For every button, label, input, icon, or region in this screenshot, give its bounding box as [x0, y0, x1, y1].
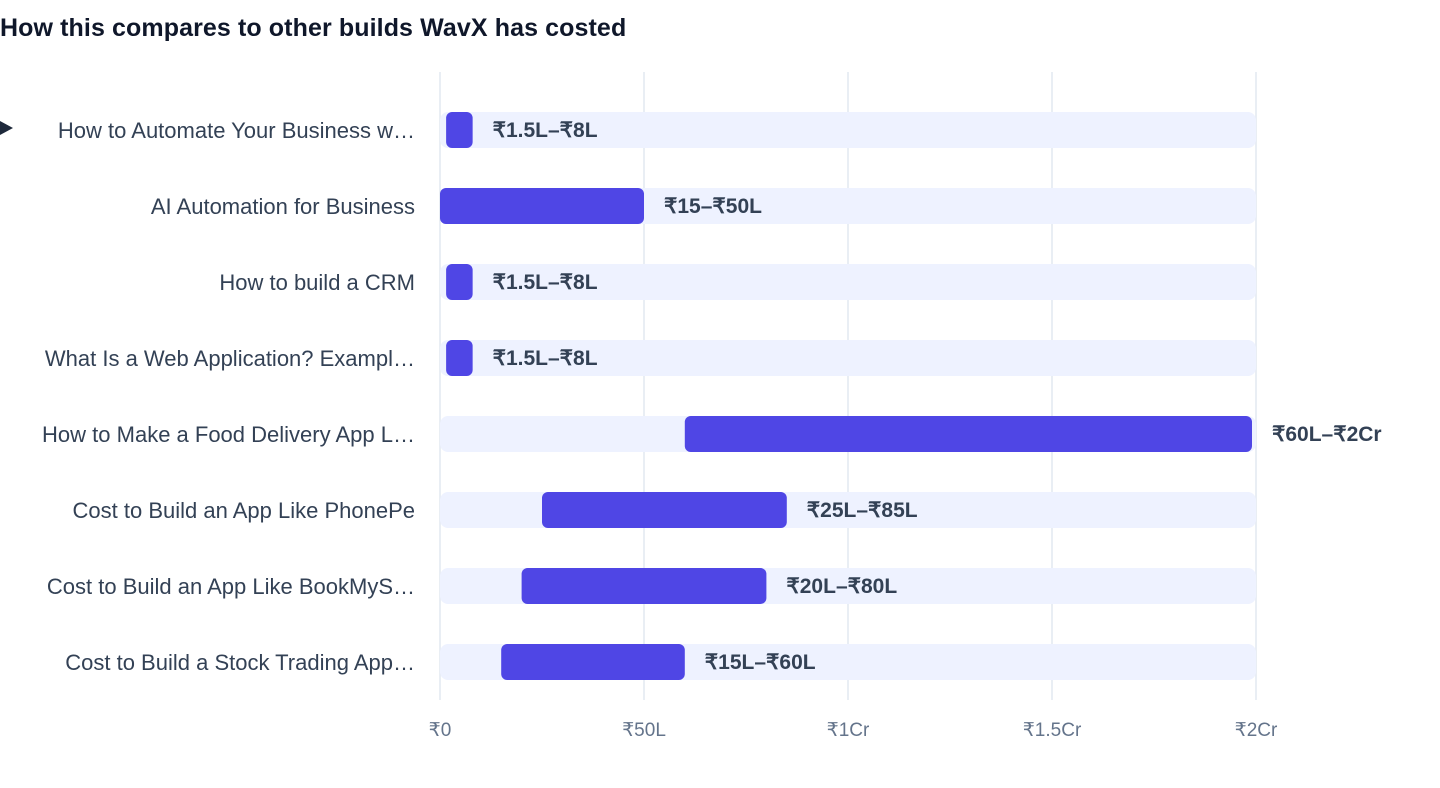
range-bar[interactable] — [684, 416, 1252, 452]
category-label: How to build a CRM — [219, 270, 415, 295]
category-label: Cost to Build a Stock Trading App… — [65, 650, 415, 675]
range-bar[interactable] — [440, 188, 644, 224]
range-track — [440, 264, 1256, 300]
range-bar[interactable] — [501, 644, 685, 680]
current-marker-icon — [0, 121, 13, 135]
range-label: ₹1.5L–₹8L — [493, 119, 598, 142]
range-label: ₹20L–₹80L — [786, 575, 897, 598]
x-tick-label: ₹1Cr — [827, 720, 870, 741]
chart-title: How this compares to other builds WavX h… — [0, 14, 627, 42]
category-label: What Is a Web Application? Exampl… — [45, 346, 415, 371]
range-label: ₹15–₹50L — [664, 195, 762, 218]
category-label: Cost to Build an App Like BookMyS… — [47, 574, 415, 599]
category-label: AI Automation for Business — [151, 194, 415, 219]
range-track — [440, 340, 1256, 376]
x-tick-label: ₹0 — [429, 720, 452, 741]
range-track — [440, 112, 1256, 148]
range-label: ₹60L–₹2Cr — [1272, 423, 1382, 446]
x-tick-label: ₹50L — [622, 720, 666, 741]
range-label: ₹15L–₹60L — [705, 651, 816, 674]
range-bar[interactable] — [542, 492, 787, 528]
category-label: Cost to Build an App Like PhonePe — [73, 498, 415, 523]
range-label: ₹25L–₹85L — [807, 499, 918, 522]
range-bar[interactable] — [446, 264, 473, 300]
range-bar[interactable] — [446, 340, 473, 376]
range-label: ₹1.5L–₹8L — [493, 347, 598, 370]
range-label: ₹1.5L–₹8L — [493, 271, 598, 294]
category-label: How to Automate Your Business w… — [58, 118, 415, 143]
x-tick-label: ₹2Cr — [1235, 720, 1278, 741]
range-bar[interactable] — [521, 568, 767, 604]
x-tick-label: ₹1.5Cr — [1023, 720, 1082, 741]
range-bar[interactable] — [446, 112, 473, 148]
category-label: How to Make a Food Delivery App L… — [42, 422, 415, 447]
